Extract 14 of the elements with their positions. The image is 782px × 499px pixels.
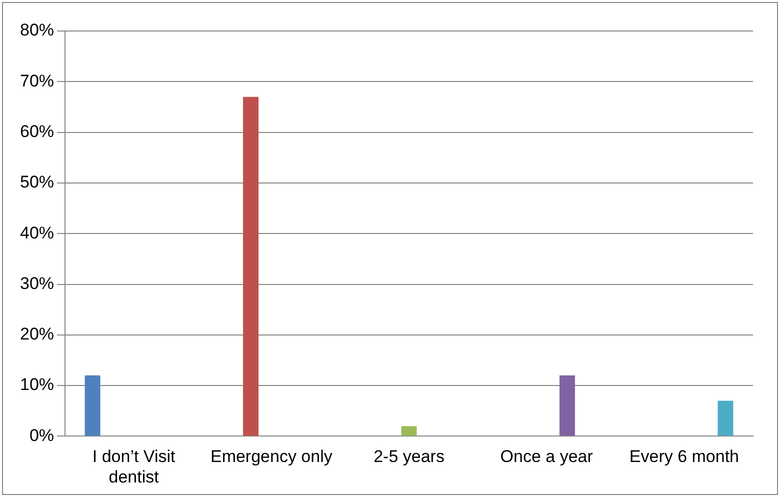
x-tick-label: Emergency only xyxy=(210,447,333,466)
y-tick-label: 40% xyxy=(20,223,54,242)
x-tick-label: Once a year xyxy=(500,447,594,466)
y-tick-label: 30% xyxy=(20,274,54,293)
y-tick-label: 10% xyxy=(20,375,54,394)
y-tick-label: 0% xyxy=(29,426,54,445)
y-tick-label: 50% xyxy=(20,172,54,192)
y-tick-label: 70% xyxy=(20,71,54,90)
y-tick-label: 80% xyxy=(20,20,54,40)
x-tick-label: I don’t Visit dentist xyxy=(92,447,176,486)
y-tick-label: 20% xyxy=(20,324,54,344)
y-tick-label: 60% xyxy=(20,122,54,141)
x-tick-label: 2-5 years xyxy=(374,447,444,466)
x-tick-label: Every 6 month xyxy=(629,447,740,466)
